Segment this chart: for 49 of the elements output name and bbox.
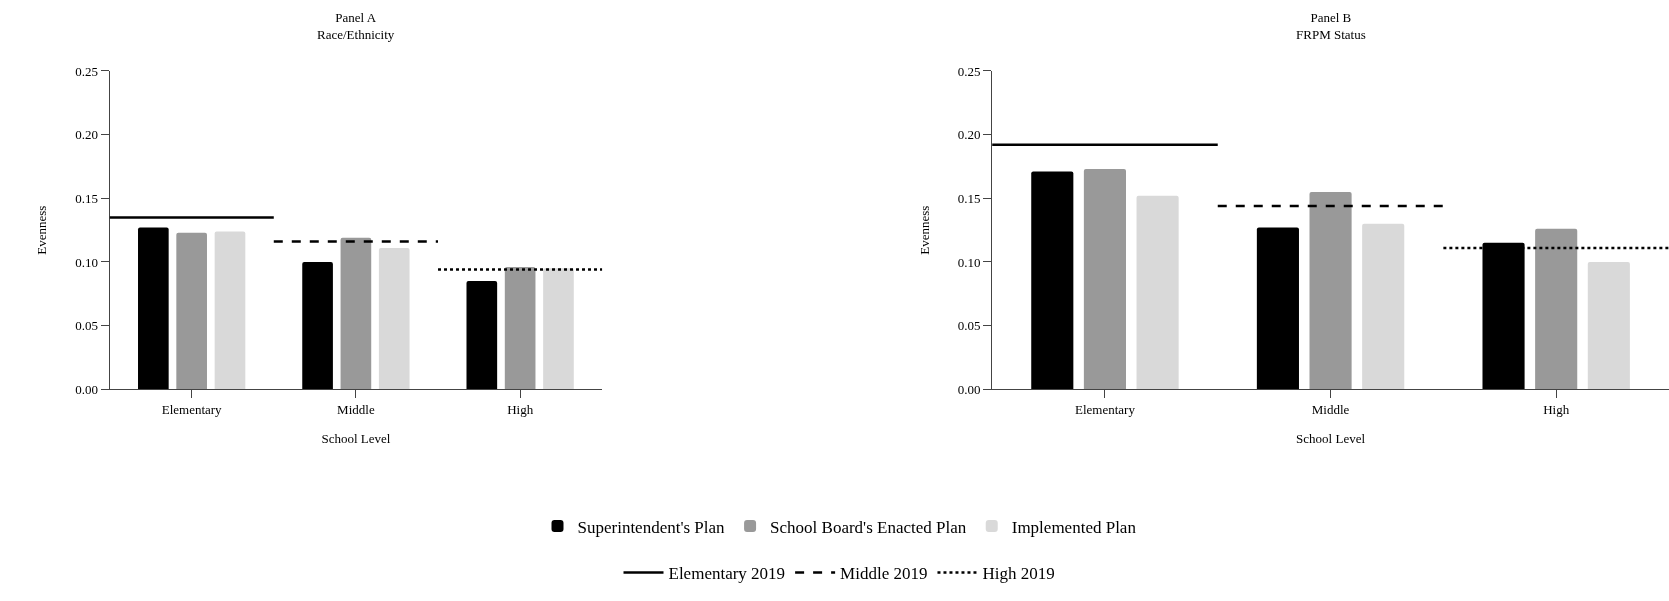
x-tick-label: Elementary [161,401,223,417]
y-tick-label: 0.25 [957,63,981,79]
x-axis-title: School Level [321,431,391,447]
bar [176,232,207,390]
x-tick-label: Middle [337,401,375,417]
legend-label: Elementary 2019 [668,564,786,584]
x-tick-label: High [1543,401,1570,417]
y-tick-label: 0.05 [957,318,981,334]
legend-label: School Board's Enacted Plan [770,517,967,537]
legend-label: Middle 2019 [840,564,928,584]
y-tick-label: 0.20 [75,127,98,143]
x-tick-label: Elementary [1074,401,1136,417]
chart-subtitle: FRPM Status [1296,26,1366,42]
bar [1535,228,1578,390]
bar [1309,191,1352,390]
bar [1083,169,1126,390]
bar [138,227,169,390]
bar [340,237,372,390]
bar [466,281,498,390]
x-tick-label: High [507,401,534,417]
y-tick-label: 0.10 [75,254,98,270]
bar [1362,223,1405,390]
bar [1136,195,1179,390]
y-tick-label: 0.00 [75,381,98,397]
y-tick-label: 0.25 [75,63,98,79]
y-tick-label: 0.15 [75,190,98,206]
y-axis-title: Evenness [916,205,932,255]
y-tick-label: 0.20 [957,127,981,143]
bar [1256,227,1299,390]
x-axis-title: School Level [1296,431,1366,447]
chart-title: Panel A [335,10,377,25]
bar [214,231,246,390]
legend-label: Implemented Plan [1011,517,1137,537]
y-tick-label: 0.10 [957,254,981,270]
chart-title: Panel B [1310,10,1352,25]
y-tick-label: 0.15 [957,190,981,206]
y-axis-title: Evenness [34,205,50,255]
bar [543,268,574,390]
chart-subtitle: Race/Ethnicity [317,26,395,42]
bar [1587,261,1630,390]
bar [504,267,536,390]
bar [1031,171,1074,390]
legend-label: Superintendent's Plan [577,517,726,537]
legend-label: High 2019 [982,564,1055,584]
x-tick-label: Middle [1311,401,1350,417]
bar [302,261,333,390]
y-tick-label: 0.00 [957,381,981,397]
y-tick-label: 0.05 [75,318,98,334]
bar [378,247,410,390]
